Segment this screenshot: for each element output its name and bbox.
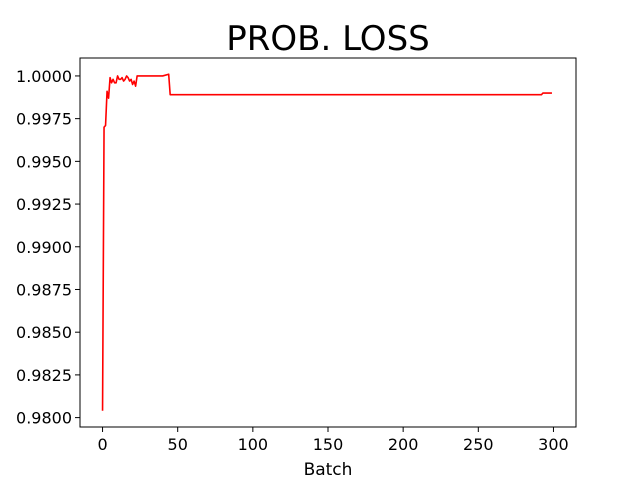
- plot-series: [101, 73, 552, 411]
- y-tick-label: 1.0000: [16, 67, 72, 86]
- chart-title: PROB. LOSS: [226, 19, 430, 59]
- y-tick-label: 0.9975: [16, 110, 72, 129]
- y-tick-label: 0.9900: [16, 238, 72, 257]
- x-tick-label: 250: [463, 435, 494, 454]
- x-tick-label: 100: [238, 435, 269, 454]
- x-tick-label: 150: [313, 435, 344, 454]
- y-tick-label: 0.9850: [16, 323, 72, 342]
- x-axis-label: Batch: [304, 460, 353, 480]
- y-tick-label: 0.9875: [16, 280, 72, 299]
- series-line-0: [101, 73, 552, 411]
- x-axis-ticks: 0 50 100 150 200 250 300: [97, 427, 569, 454]
- x-tick-label: 50: [168, 435, 188, 454]
- x-tick-label: 200: [388, 435, 419, 454]
- y-tick-label: 0.9925: [16, 195, 72, 214]
- y-tick-label: 0.9950: [16, 152, 72, 171]
- y-axis-ticks: 0.9800 0.9825 0.9850 0.9875 0.9900 0.9925 0.99…: [16, 67, 80, 428]
- y-tick-label: 0.9825: [16, 366, 72, 385]
- y-tick-label: 0.9800: [16, 409, 72, 428]
- x-tick-label: 300: [538, 435, 569, 454]
- x-tick-label: 0: [97, 435, 107, 454]
